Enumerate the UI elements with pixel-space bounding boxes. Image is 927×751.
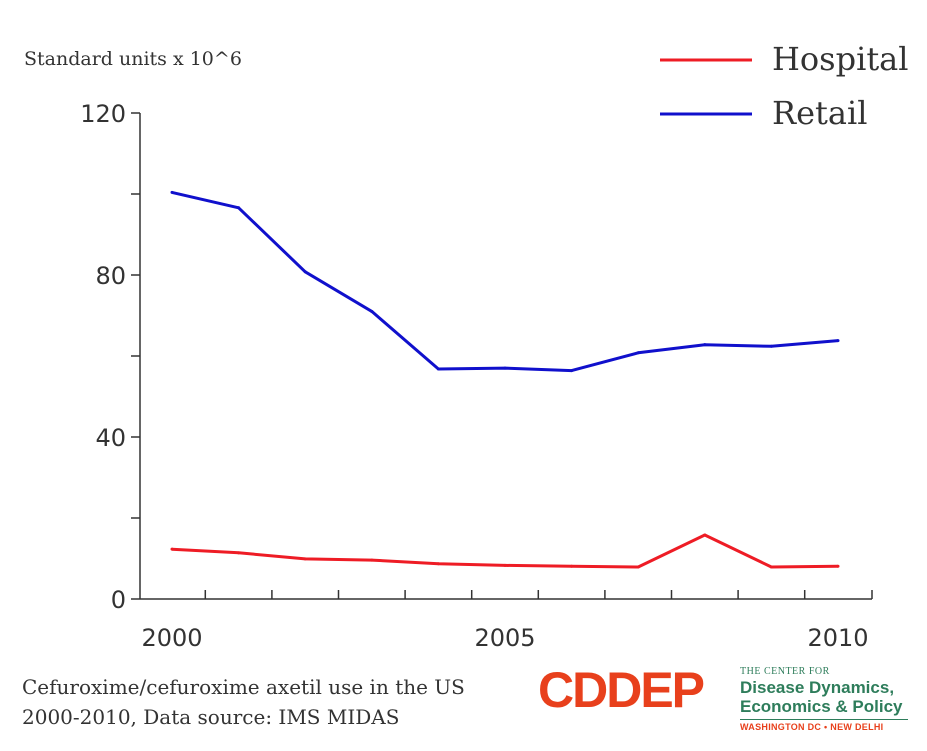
data-point-retail [636, 351, 640, 355]
series-line-retail [171, 190, 839, 373]
logo-name-line-1: Disease Dynamics, [740, 678, 895, 697]
y-tick-label: 0 [111, 586, 126, 614]
logo-cities: WASHINGTON DC • NEW DELHI [740, 722, 884, 732]
logo-name-line-2: Economics & Policy [740, 697, 903, 716]
data-point-hospital [237, 551, 241, 555]
data-point-retail [370, 309, 374, 313]
data-point-retail [237, 206, 241, 210]
x-tick-label: 2000 [141, 624, 202, 652]
y-tick-label: 80 [95, 262, 126, 290]
y-axis-label: Standard units x 10^6 [24, 48, 242, 70]
data-point-retail [303, 270, 307, 274]
logo-top-line: THE CENTER FOR [740, 666, 830, 677]
chart-series [170, 190, 840, 569]
y-tick-label: 40 [95, 424, 126, 452]
chart-axes: 0 40 80 120 2000 2005 2010 [80, 100, 873, 652]
data-point-retail [769, 344, 773, 348]
data-point-retail [836, 339, 840, 343]
data-point-retail [503, 366, 507, 370]
caption-line-1: Cefuroxime/cefuroxime axetil use in the … [22, 675, 465, 699]
cddep-logo: CDDEP THE CENTER FOR Disease Dynamics, E… [538, 662, 918, 742]
data-point-hospital [570, 564, 574, 568]
data-point-hospital [170, 547, 174, 551]
data-point-hospital [769, 565, 773, 569]
series-line-hospital [171, 533, 839, 569]
data-point-hospital [703, 533, 707, 537]
x-tick-label: 2005 [474, 624, 535, 652]
data-point-retail [436, 367, 440, 371]
x-tick-label: 2010 [807, 624, 868, 652]
legend-label-hospital: Hospital [772, 40, 908, 78]
data-point-hospital [303, 557, 307, 561]
figure-caption: Cefuroxime/cefuroxime axetil use in the … [22, 672, 465, 732]
data-point-hospital [370, 558, 374, 562]
y-tick-label: 120 [80, 100, 126, 128]
data-point-hospital [503, 563, 507, 567]
logo-mark: CDDEP [538, 662, 705, 718]
caption-line-2: 2000-2010, Data source: IMS MIDAS [22, 705, 400, 729]
data-point-retail [570, 369, 574, 373]
logo-divider [740, 719, 908, 720]
data-point-hospital [836, 564, 840, 568]
data-point-hospital [636, 565, 640, 569]
chart-legend: Hospital Retail [660, 40, 908, 132]
line-chart: 0 40 80 120 2000 2005 2010 Hospital Retail [80, 40, 908, 652]
data-point-hospital [436, 562, 440, 566]
logo-name: Disease Dynamics, Economics & Policy [740, 678, 903, 716]
data-point-retail [170, 190, 174, 194]
legend-label-retail: Retail [772, 94, 867, 132]
data-point-retail [703, 343, 707, 347]
